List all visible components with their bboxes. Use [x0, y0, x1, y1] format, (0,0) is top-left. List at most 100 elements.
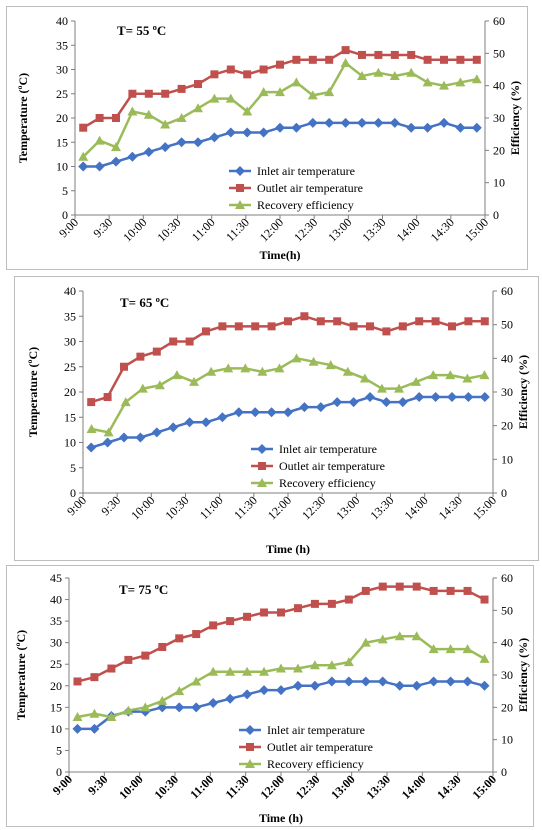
data-point — [210, 70, 219, 79]
data-point — [191, 702, 202, 713]
right-tick-label: 10 — [493, 176, 505, 190]
series-line — [82, 61, 478, 158]
left-tick-label: 10 — [56, 160, 68, 174]
right-tick-label: 60 — [501, 571, 513, 585]
data-point — [259, 666, 270, 676]
left-tick-label: 5 — [56, 743, 62, 757]
legend-marker — [236, 184, 244, 192]
series-line — [77, 634, 486, 719]
x-tick-label: 15:00 — [462, 215, 491, 244]
data-point — [124, 655, 133, 664]
data-point — [308, 55, 317, 64]
data-point — [406, 122, 417, 133]
x-tick-label: 11:30 — [223, 772, 252, 801]
legend-label: Recovery efficiency — [267, 757, 364, 771]
x-tick-label: 10:30 — [154, 215, 183, 244]
series-1 — [87, 312, 489, 407]
data-point — [299, 402, 310, 413]
data-point — [428, 644, 439, 654]
data-point — [308, 356, 319, 366]
series-2 — [86, 353, 490, 437]
data-point — [455, 122, 466, 133]
data-point — [176, 137, 187, 148]
data-point — [94, 161, 105, 172]
data-point — [209, 621, 218, 630]
data-point — [225, 666, 236, 676]
data-point — [307, 90, 318, 100]
data-point — [158, 642, 167, 651]
data-point — [447, 392, 457, 403]
data-point — [456, 55, 465, 64]
data-point — [184, 417, 195, 428]
left-tick-label: 25 — [50, 657, 62, 671]
data-point — [233, 407, 244, 418]
data-point — [193, 137, 203, 148]
x-tick-label: 12:30 — [299, 493, 328, 522]
x-tick-label: 10:30 — [151, 772, 181, 802]
data-point — [176, 113, 187, 122]
data-point — [365, 392, 375, 403]
data-point — [226, 617, 235, 626]
data-point — [79, 123, 88, 132]
x-tick-label: 11:00 — [187, 772, 216, 801]
data-point — [315, 402, 326, 413]
data-point — [394, 383, 405, 393]
data-point — [463, 586, 472, 595]
data-point — [208, 666, 219, 676]
data-point — [276, 663, 286, 673]
data-point — [226, 65, 235, 74]
legend-label: Recovery efficiency — [279, 476, 376, 490]
right-tick-label: 50 — [501, 603, 513, 617]
data-point — [411, 376, 422, 386]
data-point — [174, 702, 185, 713]
data-point — [123, 705, 134, 715]
right-tick-label: 20 — [501, 419, 513, 433]
data-point — [462, 644, 473, 654]
chart-title: T= 65 ºC — [120, 295, 169, 310]
x-tick-label: 15:00 — [470, 493, 499, 522]
data-point — [160, 119, 171, 129]
left-tick-label: 0 — [56, 765, 62, 779]
data-point — [428, 370, 439, 380]
data-point — [283, 407, 293, 418]
data-point — [242, 127, 253, 138]
data-point — [428, 676, 439, 687]
data-point — [341, 46, 350, 55]
x-axis-title: Time (h) — [259, 811, 303, 825]
data-point — [291, 353, 302, 363]
legend-marker — [235, 166, 245, 176]
chart-panel-55: 0 5 10 15 20 25 30 35 40 0 10 20 30 40 50 60 9:00 9:30 10:… — [6, 6, 528, 270]
chart-title: T= 55 ºC — [117, 23, 166, 38]
data-point — [406, 67, 417, 77]
right-tick-label: 10 — [501, 733, 513, 747]
data-point — [90, 673, 99, 682]
data-point — [72, 723, 83, 734]
data-point — [208, 698, 219, 709]
series-2 — [72, 631, 490, 722]
data-point — [174, 686, 185, 696]
x-tick-label: 10:00 — [120, 215, 149, 244]
data-point — [310, 599, 319, 608]
legend-marker — [245, 759, 255, 768]
x-tick-label: 10:00 — [128, 493, 157, 522]
data-point — [151, 427, 162, 438]
data-point — [439, 117, 449, 128]
x-tick-label: 12:30 — [291, 215, 320, 244]
right-tick-label: 40 — [501, 636, 513, 650]
legend-label: Outlet air temperature — [279, 459, 385, 473]
data-point — [316, 317, 325, 326]
legend-marker — [246, 743, 254, 751]
data-point — [119, 432, 129, 443]
data-point — [479, 370, 490, 380]
data-point — [342, 366, 353, 376]
legend-marker — [257, 444, 267, 454]
left-tick-label: 20 — [64, 385, 76, 399]
legend-label: Inlet air temperature — [257, 164, 355, 178]
data-point — [267, 322, 276, 331]
right-tick-label: 30 — [501, 385, 513, 399]
data-point — [398, 322, 407, 331]
data-point — [422, 77, 433, 87]
data-point — [472, 55, 481, 64]
data-point — [157, 702, 168, 713]
